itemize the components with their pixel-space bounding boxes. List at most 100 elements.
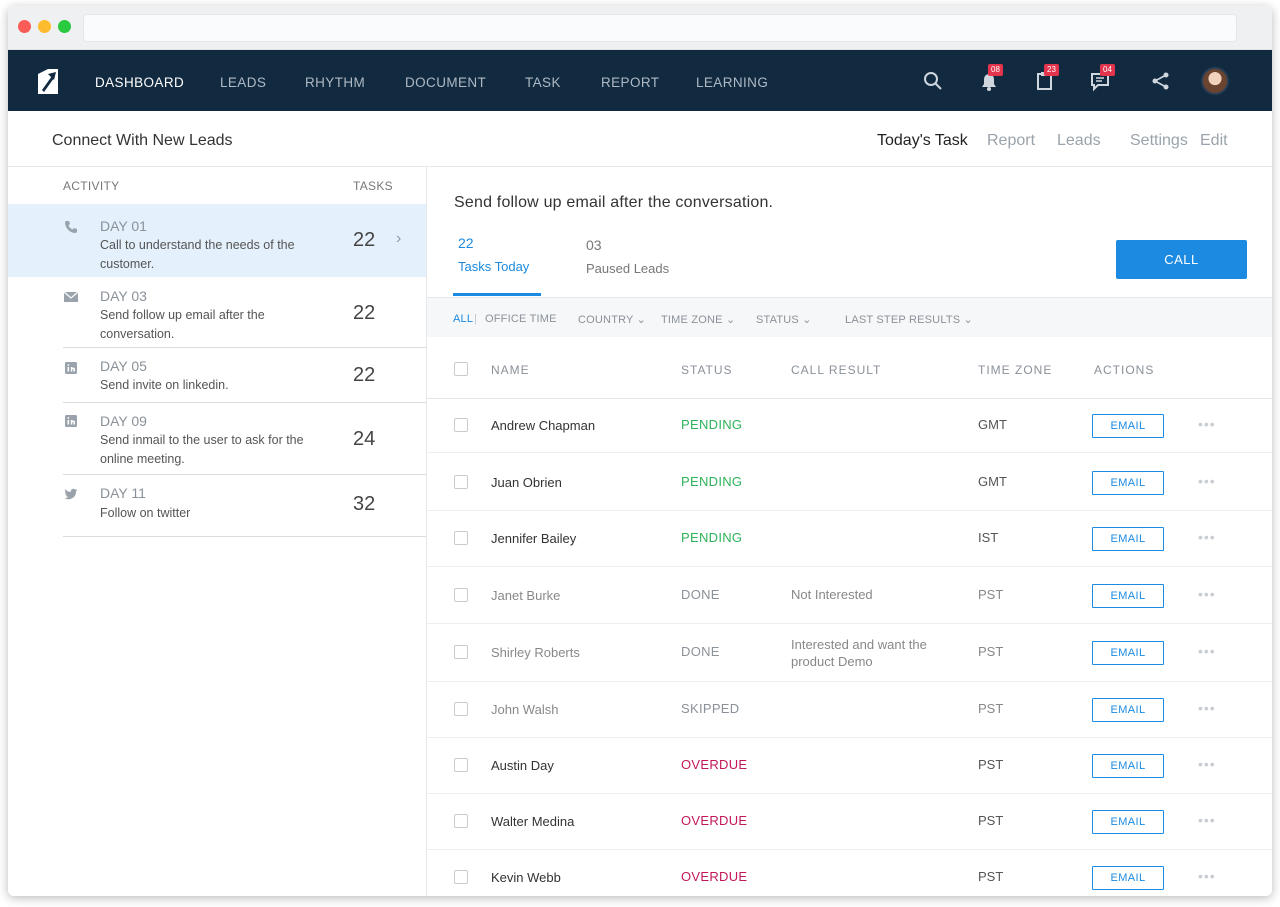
more-options-icon[interactable]: ••• (1198, 586, 1216, 602)
activity-day: DAY 11 (100, 485, 146, 501)
filter-status-label: STATUS (756, 314, 799, 326)
tab-settings[interactable]: Settings (1130, 132, 1188, 149)
filter-country[interactable]: COUNTRY ⌄ (578, 313, 646, 326)
nav-dashboard[interactable]: DASHBOARD (95, 75, 185, 90)
lead-name[interactable]: Kevin Webb (491, 870, 561, 885)
more-options-icon[interactable]: ••• (1198, 756, 1216, 772)
row-checkbox[interactable] (454, 588, 468, 602)
table-row[interactable]: Austin Day OVERDUE PST EMAIL ••• (427, 738, 1272, 794)
activity-item-day-09[interactable]: DAY 09 Send inmail to the user to ask fo… (8, 403, 426, 475)
tab-edit[interactable]: Edit (1200, 132, 1228, 149)
lead-name[interactable]: Shirley Roberts (491, 645, 580, 660)
clipboard-button[interactable]: 23 (1032, 64, 1059, 94)
lead-name[interactable]: Andrew Chapman (491, 418, 596, 433)
table-row[interactable]: Andrew Chapman PENDING GMT EMAIL ••• (427, 399, 1272, 453)
table-row[interactable]: Walter Medina OVERDUE PST EMAIL ••• (427, 794, 1272, 850)
email-button[interactable]: EMAIL (1092, 471, 1164, 495)
lead-time-zone: PST (978, 813, 1004, 828)
lead-name[interactable]: Juan Obrien (491, 475, 562, 490)
activity-panel: ACTIVITY TASKS DAY 01 Call to understand… (8, 167, 426, 896)
activity-task-count: 24 (353, 428, 376, 450)
filter-office-time[interactable]: OFFICE TIME (485, 313, 557, 325)
table-row[interactable]: Janet Burke DONE Not Interested PST EMAIL ••• (427, 567, 1272, 624)
nav-report[interactable]: REPORT (601, 75, 660, 90)
lead-name[interactable]: Janet Burke (491, 588, 561, 603)
more-options-icon[interactable]: ••• (1198, 700, 1216, 716)
table-row[interactable]: Juan Obrien PENDING GMT EMAIL ••• (427, 455, 1272, 511)
row-checkbox[interactable] (454, 475, 468, 489)
row-checkbox[interactable] (454, 870, 468, 884)
column-time-zone[interactable]: TIME ZONE (978, 363, 1053, 377)
tab-leads[interactable]: Leads (1057, 132, 1101, 149)
lead-name[interactable]: Walter Medina (491, 814, 575, 829)
email-button[interactable]: EMAIL (1092, 641, 1164, 665)
more-options-icon[interactable]: ••• (1198, 643, 1216, 659)
lead-name[interactable]: Jennifer Bailey (491, 531, 577, 546)
tab-tasks-today[interactable]: 22 Tasks Today (458, 235, 529, 274)
column-name[interactable]: NAME (491, 363, 530, 377)
share-icon[interactable] (1148, 68, 1174, 94)
more-options-icon[interactable]: ••• (1198, 473, 1216, 489)
linkedin-icon (65, 415, 77, 427)
email-button[interactable]: EMAIL (1092, 527, 1164, 551)
activity-item-day-11[interactable]: DAY 11 Follow on twitter 32 (8, 475, 426, 537)
email-button[interactable]: EMAIL (1092, 754, 1164, 778)
activity-item-day-01[interactable]: DAY 01 Call to understand the needs of t… (8, 204, 426, 277)
tab-paused-leads[interactable]: 03 Paused Leads (586, 237, 669, 276)
filter-time-zone[interactable]: TIME ZONE ⌄ (661, 313, 735, 326)
row-checkbox[interactable] (454, 645, 468, 659)
nav-learning[interactable]: LEARNING (696, 75, 769, 90)
row-checkbox[interactable] (454, 531, 468, 545)
more-options-icon[interactable]: ••• (1198, 529, 1216, 545)
tab-report[interactable]: Report (987, 132, 1036, 149)
filter-last-step-results[interactable]: LAST STEP RESULTS ⌄ (845, 313, 973, 326)
search-icon[interactable] (920, 68, 946, 94)
table-row[interactable]: Kevin Webb OVERDUE PST EMAIL ••• (427, 850, 1272, 896)
app-logo-icon[interactable] (34, 66, 64, 96)
close-window-button[interactable] (18, 20, 31, 33)
nav-leads[interactable]: LEADS (220, 75, 267, 90)
lead-time-zone: PST (978, 757, 1004, 772)
lead-name[interactable]: Austin Day (491, 758, 554, 773)
table-row[interactable]: Jennifer Bailey PENDING IST EMAIL ••• (427, 511, 1272, 567)
address-bar[interactable] (83, 14, 1237, 42)
row-checkbox[interactable] (454, 814, 468, 828)
more-options-icon[interactable]: ••• (1198, 868, 1216, 884)
notifications-button[interactable]: 08 (976, 64, 1003, 94)
more-options-icon[interactable]: ••• (1198, 416, 1216, 432)
row-checkbox[interactable] (454, 702, 468, 716)
filter-all[interactable]: ALL (453, 313, 474, 325)
clipboard-badge: 23 (1044, 64, 1059, 76)
select-all-checkbox[interactable] (454, 362, 468, 376)
twitter-icon (64, 488, 78, 500)
nav-document[interactable]: DOCUMENT (405, 75, 487, 90)
table-row[interactable]: John Walsh SKIPPED PST EMAIL ••• (427, 682, 1272, 738)
table-row[interactable]: Shirley Roberts DONE Interested and want t… (427, 624, 1272, 682)
user-avatar[interactable] (1201, 67, 1229, 95)
tab-todays-task[interactable]: Today's Task (877, 132, 968, 149)
messages-button[interactable]: 04 (1088, 64, 1115, 94)
email-button[interactable]: EMAIL (1092, 584, 1164, 608)
more-options-icon[interactable]: ••• (1198, 812, 1216, 828)
column-call-result[interactable]: CALL RESULT (791, 363, 882, 377)
filter-status[interactable]: STATUS ⌄ (756, 313, 812, 326)
minimize-window-button[interactable] (38, 20, 51, 33)
nav-rhythm[interactable]: RHYTHM (305, 75, 366, 90)
mail-icon (63, 291, 79, 302)
nav-task[interactable]: TASK (525, 75, 561, 90)
row-checkbox[interactable] (454, 758, 468, 772)
maximize-window-button[interactable] (58, 20, 71, 33)
lead-name[interactable]: John Walsh (491, 702, 559, 717)
notifications-badge: 08 (988, 64, 1003, 76)
email-button[interactable]: EMAIL (1092, 698, 1164, 722)
column-status[interactable]: STATUS (681, 363, 733, 377)
browser-window: DASHBOARD LEADS RHYTHM DOCUMENT TASK REP… (8, 6, 1272, 896)
email-button[interactable]: EMAIL (1092, 810, 1164, 834)
row-checkbox[interactable] (454, 418, 468, 432)
email-button[interactable]: EMAIL (1092, 866, 1164, 890)
email-button[interactable]: EMAIL (1092, 414, 1164, 438)
activity-item-day-05[interactable]: DAY 05 Send invite on linkedin. 22 (8, 348, 426, 403)
call-button[interactable]: CALL (1116, 240, 1247, 279)
paused-leads-label: Paused Leads (586, 261, 670, 276)
activity-item-day-03[interactable]: DAY 03 Send follow up email after the co… (8, 277, 426, 348)
